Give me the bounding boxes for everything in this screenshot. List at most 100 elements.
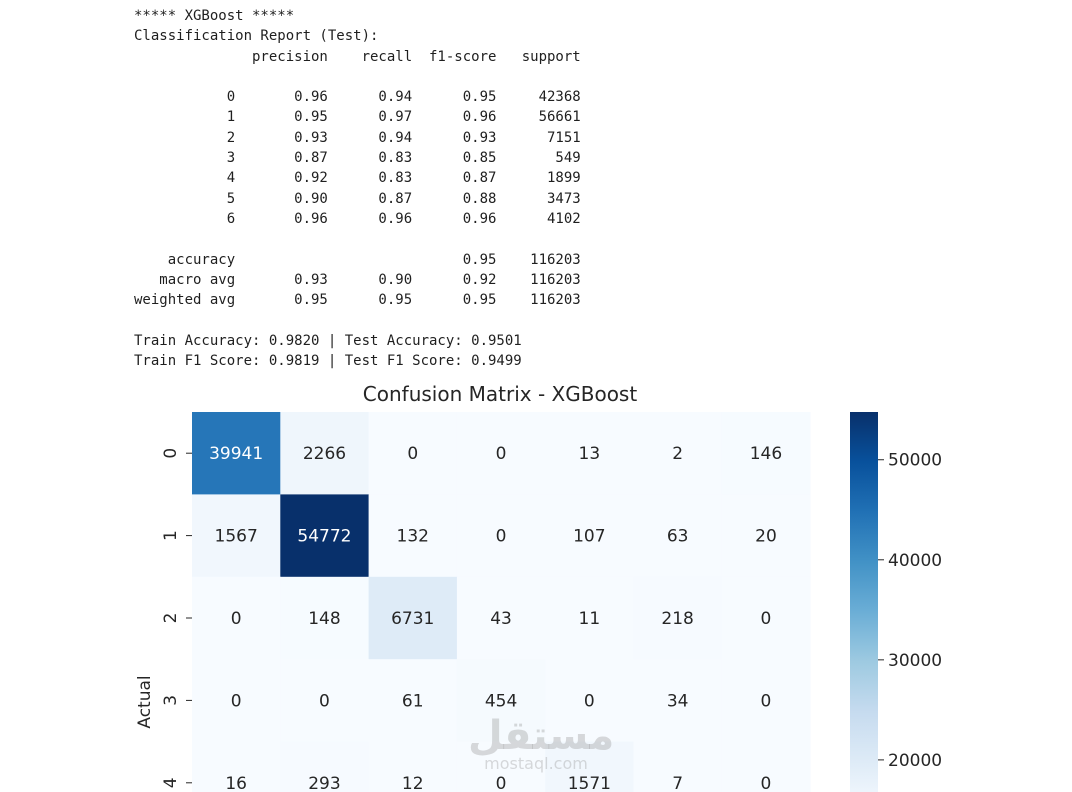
colorbar-tick-label: 20000	[888, 751, 942, 771]
heatmap-cell	[721, 494, 811, 578]
heatmap-cell	[633, 659, 723, 743]
report-line: 6 0.96 0.96 0.96 4102	[134, 210, 581, 227]
cell-value-label: 0	[761, 609, 772, 629]
heatmap-cell	[545, 659, 634, 743]
y-tick-label: 0	[161, 448, 181, 459]
heatmap-cell	[545, 741, 634, 792]
heatmap-cell	[721, 741, 811, 792]
cell-value-label: 0	[761, 774, 772, 792]
report-line: macro avg 0.93 0.90 0.92 116203	[134, 271, 581, 288]
report-line: 5 0.90 0.87 0.88 3473	[134, 190, 581, 207]
cell-value-label: 218	[661, 609, 693, 629]
cell-value-label: 16	[225, 774, 247, 792]
heatmap-cell	[280, 659, 370, 743]
heatmap-cell	[456, 494, 546, 578]
cell-value-label: 54772	[297, 527, 351, 547]
cell-value-label: 6731	[391, 609, 434, 629]
colorbar	[850, 412, 878, 792]
heatmap-cell	[545, 494, 634, 578]
heatmap-cell	[721, 412, 811, 495]
y-tick-label: 4	[161, 777, 181, 788]
cell-value-label: 0	[496, 527, 507, 547]
colorbar-tick-label: 50000	[888, 451, 942, 471]
cell-value-label: 132	[397, 527, 429, 547]
cell-value-label: 2266	[303, 444, 346, 464]
cell-value-label: 2	[672, 444, 683, 464]
colorbar-tick-label: 40000	[888, 551, 942, 571]
heatmap-cell	[633, 494, 723, 578]
heatmap-cell	[192, 576, 281, 660]
cell-value-label: 0	[231, 609, 242, 629]
cell-value-label: 146	[750, 444, 782, 464]
cell-value-label: 0	[496, 444, 507, 464]
cell-value-label: 107	[573, 527, 605, 547]
report-line: weighted avg 0.95 0.95 0.95 116203	[134, 292, 581, 309]
cell-value-label: 20	[755, 527, 777, 547]
cell-value-label: 43	[490, 609, 512, 629]
colorbar-tick-label: 30000	[888, 651, 942, 671]
report-line: 1 0.95 0.97 0.96 56661	[134, 109, 581, 126]
heatmap-cell	[545, 412, 634, 495]
cell-value-label: 0	[231, 691, 242, 711]
y-tick-labels: 0 1 2 3 4	[161, 448, 192, 788]
cell-value-label: 11	[579, 609, 601, 629]
colorbar-ticks: 50000 40000 30000 20000	[878, 451, 942, 771]
report-line: 4 0.92 0.83 0.87 1899	[134, 170, 581, 187]
chart-title: Confusion Matrix - XGBoost	[363, 382, 638, 406]
report-line: precision recall f1-score support	[134, 48, 581, 65]
cell-value-label: 39941	[209, 444, 263, 464]
heatmap-cell	[633, 412, 723, 495]
cell-value-label: 1567	[215, 527, 258, 547]
heatmap-cell	[280, 494, 370, 578]
cell-value-label: 0	[496, 774, 507, 792]
cell-value-label: 13	[579, 444, 601, 464]
report-line: Train Accuracy: 0.9820 | Test Accuracy: …	[134, 332, 522, 349]
cell-value-label: 7	[672, 774, 683, 792]
heatmap-cell	[192, 494, 281, 578]
cell-value-label: 293	[308, 774, 340, 792]
heatmap-cell	[368, 494, 458, 578]
heatmap-cell	[456, 576, 546, 660]
report-line: 2 0.93 0.94 0.93 7151	[134, 129, 581, 146]
heatmap-cell	[456, 412, 546, 495]
heatmap-cell	[368, 741, 458, 792]
y-tick-label: 3	[161, 695, 181, 706]
report-line: ***** XGBoost *****	[134, 8, 295, 24]
report-line: 3 0.87 0.83 0.85 549	[134, 150, 581, 167]
cell-value-label: 63	[667, 527, 689, 547]
heatmap-cell	[192, 741, 281, 792]
report-line: Train F1 Score: 0.9819 | Test F1 Score: …	[134, 353, 522, 370]
cell-value-label: 0	[319, 691, 330, 711]
cell-value-label: 1571	[568, 774, 611, 792]
cell-value-label: 12	[402, 774, 424, 792]
heatmap-cell	[456, 659, 546, 743]
cell-value-label: 0	[407, 444, 418, 464]
y-axis-label: Actual	[135, 675, 155, 728]
cell-value-label: 0	[761, 691, 772, 711]
heatmap-cell	[192, 659, 281, 743]
heatmap-cell	[368, 576, 458, 660]
cell-value-label: 454	[485, 691, 517, 711]
cell-value-label: 61	[402, 691, 424, 711]
heatmap-cell	[368, 659, 458, 743]
heatmap-cell	[721, 576, 811, 660]
classification-report: ***** XGBoost ***** Classification Report…	[134, 6, 581, 371]
cell-value-label: 148	[308, 609, 340, 629]
report-line: accuracy 0.95 116203	[134, 251, 581, 268]
heatmap-cell	[280, 412, 370, 495]
y-tick-label: 1	[161, 530, 181, 541]
heatmap-cell	[633, 741, 723, 792]
report-line: 0 0.96 0.94 0.95 42368	[134, 89, 581, 106]
y-tick-label: 2	[161, 613, 181, 624]
cell-value-label: 0	[584, 691, 595, 711]
heatmap-cell	[280, 741, 370, 792]
heatmap-cell	[721, 659, 811, 743]
heatmap-cell	[545, 576, 634, 660]
heatmap-cell	[456, 741, 546, 792]
cell-value-label: 34	[667, 691, 689, 711]
report-line: Classification Report (Test):	[134, 28, 379, 45]
heatmap-cell	[633, 576, 723, 660]
heatmap-cell	[368, 412, 458, 495]
heatmap-cell	[280, 576, 370, 660]
